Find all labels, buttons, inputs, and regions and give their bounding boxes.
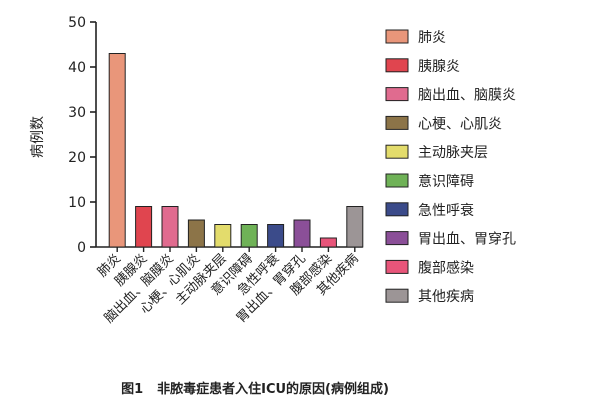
legend-swatch xyxy=(385,87,409,102)
legend-label: 胃出血、胃穿孔 xyxy=(418,232,516,248)
bar xyxy=(187,219,205,248)
chart-legend: 肺炎胰腺炎脑出血、脑膜炎心梗、心肌炎主动脉夹层意识障碍急性呼衰胃出血、胃穿孔腹部… xyxy=(385,29,516,305)
legend-label: 肺炎 xyxy=(418,30,446,46)
chart-axes: 0 10 20 30 40 50 xyxy=(68,15,363,256)
bar xyxy=(240,224,258,248)
legend-item: 腹部感染 xyxy=(385,259,474,276)
y-tick-label: 40 xyxy=(68,60,86,76)
y-tick-label: 10 xyxy=(68,195,86,211)
legend-label: 腹部感染 xyxy=(418,259,474,276)
y-tick-label: 0 xyxy=(77,240,86,256)
bar-chart: 0 10 20 30 40 50 肺炎胰腺炎脑出血、脑膜炎心梗、心肌炎主动脉夹层意识障碍急… xyxy=(30,15,516,327)
y-tick-label: 20 xyxy=(68,150,86,166)
legend-item: 胃出血、胃穿孔 xyxy=(385,231,516,248)
bar xyxy=(108,53,126,248)
legend-swatch xyxy=(385,231,409,246)
legend-label: 急性呼衰 xyxy=(418,202,474,219)
legend-item: 其他疾病 xyxy=(385,288,474,305)
x-tick-labels: 肺炎胰腺炎脑出血、脑膜炎心梗、心肌炎主动脉夹层意识障碍急性呼衰胃出血、胃穿孔腹部… xyxy=(95,251,362,327)
legend-item: 胰腺炎 xyxy=(385,58,460,75)
bar xyxy=(346,206,364,248)
bar xyxy=(293,219,311,248)
y-axis-label: 病例数 xyxy=(30,116,46,158)
bar xyxy=(161,206,179,248)
legend-swatch xyxy=(385,173,409,188)
legend-swatch xyxy=(385,202,409,217)
bar xyxy=(135,206,153,248)
chart-bars xyxy=(108,53,364,248)
legend-item: 肺炎 xyxy=(385,29,446,46)
legend-label: 心梗、心肌炎 xyxy=(418,116,502,132)
legend-item: 急性呼衰 xyxy=(385,202,474,219)
y-tick-label: 30 xyxy=(68,105,86,121)
legend-swatch xyxy=(385,259,409,274)
bar xyxy=(319,237,337,248)
legend-item: 心梗、心肌炎 xyxy=(385,115,502,132)
figure-title: 非脓毒症患者入住ICU的原因(病例组成) xyxy=(157,382,389,397)
legend-item: 意识障碍 xyxy=(385,173,474,190)
legend-label: 主动脉夹层 xyxy=(418,145,488,161)
legend-swatch xyxy=(385,115,409,130)
legend-label: 脑出血、脑膜炎 xyxy=(418,88,516,104)
legend-label: 其他疾病 xyxy=(418,289,474,305)
legend-item: 主动脉夹层 xyxy=(385,144,488,161)
legend-swatch xyxy=(385,144,409,159)
figure-number: 图1 xyxy=(121,382,144,397)
legend-swatch xyxy=(385,29,409,44)
legend-swatch xyxy=(385,58,409,73)
legend-label: 意识障碍 xyxy=(418,173,474,190)
legend-swatch xyxy=(385,288,409,303)
legend-item: 脑出血、脑膜炎 xyxy=(385,87,516,104)
bar xyxy=(267,224,285,248)
bar xyxy=(214,224,232,248)
y-tick-label: 50 xyxy=(68,15,86,31)
figure-caption: 图1 非脓毒症患者入住ICU的原因(病例组成) xyxy=(0,378,510,397)
legend-label: 胰腺炎 xyxy=(418,59,460,75)
